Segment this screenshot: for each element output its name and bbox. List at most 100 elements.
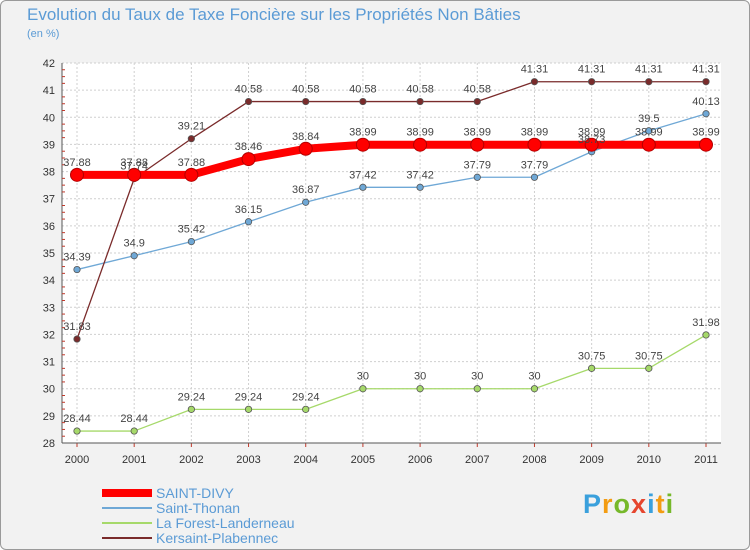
data-label: 40.58 <box>349 84 377 96</box>
data-point <box>302 198 310 206</box>
data-label: 30 <box>471 371 483 383</box>
data-point <box>588 78 596 86</box>
y-tick-label: 31 <box>43 357 55 369</box>
data-label: 36.15 <box>235 204 263 216</box>
data-point <box>73 335 81 343</box>
data-label: 41.31 <box>635 64 663 76</box>
y-tick-label: 41 <box>43 85 55 97</box>
data-point <box>355 137 370 152</box>
data-point <box>244 97 253 106</box>
data-point <box>470 137 485 152</box>
data-label: 37.74 <box>120 161 148 173</box>
data-point <box>127 167 142 182</box>
data-point <box>645 364 653 372</box>
y-tick-label: 40 <box>43 112 55 124</box>
data-label: 28.44 <box>63 413 91 425</box>
x-tick-label: 2004 <box>293 454 317 466</box>
series-line-3 <box>77 334 707 432</box>
data-label: 29.24 <box>235 391 263 403</box>
y-tick-label: 28 <box>43 438 55 450</box>
data-label: 36.87 <box>292 184 320 196</box>
data-label: 38.99 <box>464 127 492 139</box>
x-tick-label: 2003 <box>236 454 260 466</box>
data-label: 38.99 <box>692 127 720 139</box>
logo-letter: x <box>631 489 648 519</box>
data-label: 39.5 <box>638 113 659 125</box>
data-point <box>302 405 310 413</box>
data-point <box>73 427 81 435</box>
data-point <box>359 97 367 106</box>
y-tick-label: 37 <box>43 194 55 206</box>
data-point <box>244 405 253 413</box>
data-label: 40.58 <box>292 84 320 96</box>
data-point <box>413 137 428 152</box>
data-point <box>130 427 138 435</box>
data-point <box>416 385 424 393</box>
data-label: 30.75 <box>635 350 663 362</box>
data-point <box>473 385 481 393</box>
data-point <box>241 152 256 167</box>
data-label: 40.13 <box>692 96 720 108</box>
data-label: 30 <box>528 371 540 383</box>
data-label: 40.58 <box>235 84 263 96</box>
data-point <box>244 218 253 226</box>
data-label: 38.99 <box>406 127 434 139</box>
data-point <box>527 137 542 152</box>
y-tick-label: 36 <box>43 221 55 233</box>
x-tick-label: 2005 <box>351 454 375 466</box>
data-label: 37.88 <box>63 157 91 169</box>
data-point <box>702 78 710 86</box>
data-label: 30 <box>357 371 369 383</box>
data-label: 31.98 <box>692 317 720 329</box>
data-label: 38.84 <box>292 131 320 143</box>
x-tick-label: 2009 <box>579 454 603 466</box>
y-tick-label: 30 <box>43 384 55 396</box>
data-point <box>702 331 710 339</box>
y-tick-label: 29 <box>43 411 55 423</box>
legend-label: La Forest-Landerneau <box>156 515 295 531</box>
series-line-1 <box>77 140 706 179</box>
x-tick-label: 2011 <box>694 454 718 466</box>
data-label: 37.79 <box>464 159 492 171</box>
x-tick-label: 2008 <box>522 454 546 466</box>
proxiti-logo: Proxiti <box>583 489 674 520</box>
data-point <box>73 265 81 274</box>
data-point <box>359 183 367 191</box>
data-label: 37.42 <box>406 169 434 181</box>
data-label: 38.99 <box>349 127 377 139</box>
data-label: 28.44 <box>120 413 148 425</box>
x-tick-label: 2002 <box>179 454 203 466</box>
data-point <box>530 173 539 181</box>
data-point <box>699 137 713 152</box>
data-label: 38.46 <box>235 141 263 153</box>
data-label: 31.83 <box>63 321 91 333</box>
data-point <box>530 385 539 393</box>
data-label: 39.21 <box>178 121 206 133</box>
y-tick-label: 42 <box>43 58 55 70</box>
logo-letter: P <box>583 489 603 519</box>
data-label: 41.31 <box>578 64 606 76</box>
data-label: 37.79 <box>521 159 549 171</box>
chart-unit-label: (en %) <box>27 28 60 40</box>
data-label: 37.42 <box>349 169 377 181</box>
logo-letter: i <box>647 489 656 519</box>
y-tick-label: 35 <box>43 248 55 260</box>
data-point <box>187 135 195 143</box>
data-point <box>187 238 195 246</box>
data-point <box>416 97 424 106</box>
logo-letter: i <box>665 489 675 519</box>
legend-label: SAINT-DIVY <box>156 485 234 501</box>
data-point <box>298 141 313 156</box>
data-label: 40.58 <box>464 84 492 96</box>
data-point <box>416 183 424 191</box>
data-point <box>184 167 199 182</box>
data-label: 37.88 <box>178 157 206 169</box>
y-tick-label: 34 <box>43 275 55 287</box>
x-tick-label: 2010 <box>637 454 661 466</box>
logo-letter: r <box>602 489 614 519</box>
x-tick-label: 2001 <box>122 454 146 466</box>
y-tick-label: 33 <box>43 302 55 314</box>
data-point <box>641 137 656 152</box>
